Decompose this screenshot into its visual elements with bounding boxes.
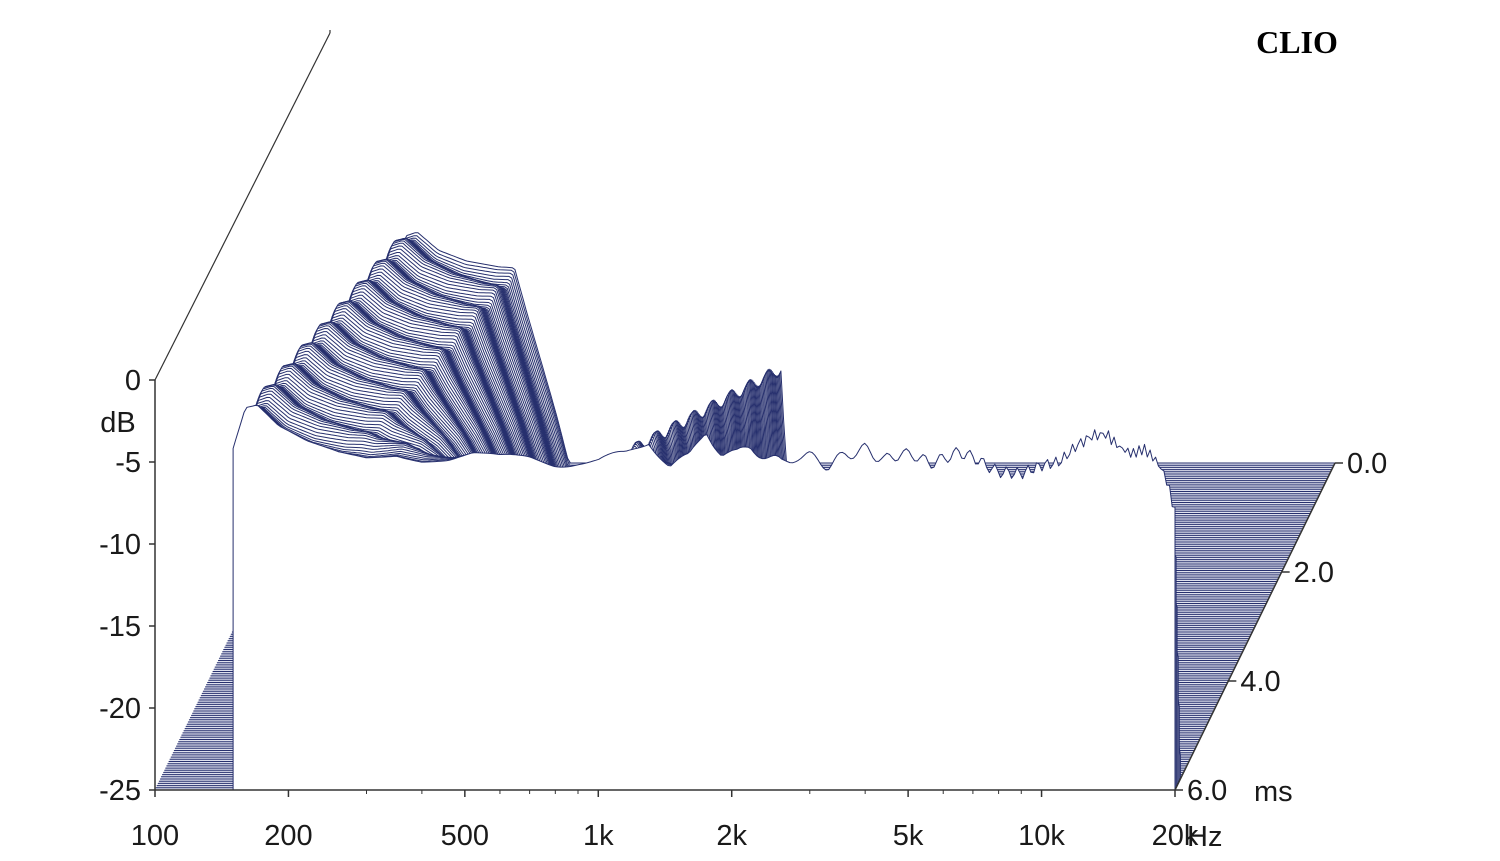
frequency-axis: 100 200 500 1k 2k 5k 10k 20k	[131, 790, 1199, 852]
time-tick-label: 2.0	[1294, 557, 1334, 589]
time-axis: 0.0 2.0 4.0 6.0	[1175, 448, 1387, 807]
db-tick-label: -20	[99, 693, 141, 725]
frequency-tick-label: 1k	[583, 820, 614, 852]
time-axis-line	[1174, 462, 1336, 791]
time-axis-unit: ms	[1254, 776, 1293, 808]
frequency-tick-label: 100	[131, 820, 179, 852]
db-axis-unit: dB	[100, 407, 135, 439]
db-axis: 0 -5 -10 -15 -20 -25	[99, 365, 155, 807]
time-tick-label: 6.0	[1187, 775, 1227, 807]
db-tick-label: -15	[99, 611, 141, 643]
decay-slice	[154, 404, 1176, 791]
frequency-tick-label: 500	[441, 820, 489, 852]
clio-logo: CLIO	[1256, 24, 1338, 60]
frequency-tick-label: 10k	[1018, 820, 1065, 852]
frequency-tick-label: 20k	[1152, 820, 1199, 852]
decay-slices	[154, 232, 1336, 791]
time-tick-label: 4.0	[1240, 666, 1280, 698]
frequency-tick-label: 200	[264, 820, 312, 852]
frequency-axis-unit: Hz	[1187, 821, 1222, 853]
plot-frame	[154, 30, 1336, 791]
back-edge-left	[154, 32, 331, 381]
db-tick-label: -25	[99, 775, 141, 807]
db-tick-label: -5	[115, 447, 141, 479]
frequency-tick-label: 2k	[716, 820, 747, 852]
frequency-tick-label: 5k	[893, 820, 924, 852]
time-tick-label: 0.0	[1347, 448, 1387, 480]
db-tick-label: -10	[99, 529, 141, 561]
db-tick-label: 0	[125, 365, 141, 397]
